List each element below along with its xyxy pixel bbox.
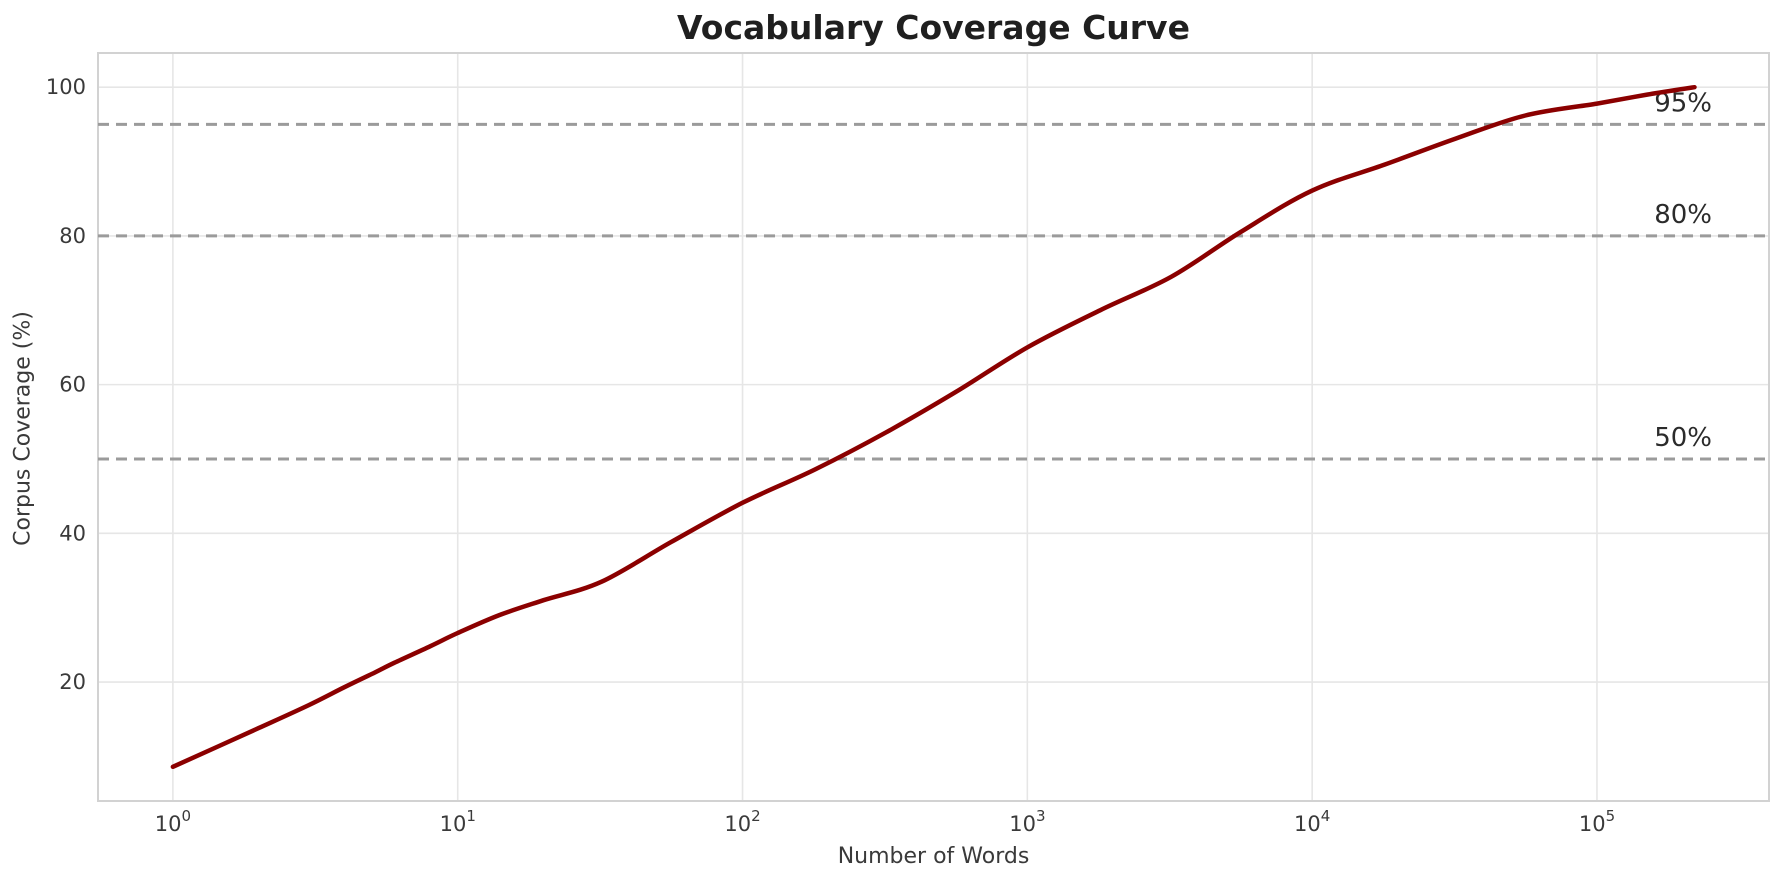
axes-background (98, 53, 1769, 801)
x-tick-label: 105 (1579, 807, 1615, 836)
x-tick-label: 100 (155, 807, 191, 836)
plot-border (97, 52, 1770, 802)
x-axis-label: Number of Words (837, 844, 1030, 869)
reference-label-50: 50% (1654, 423, 1712, 453)
y-axis-label: Corpus Coverage (%) (10, 311, 36, 546)
y-tick-label: 40 (59, 521, 86, 545)
x-tick-label: 103 (1009, 807, 1045, 836)
x-tick-label: 102 (724, 807, 760, 836)
y-tick-label: 100 (46, 75, 86, 99)
y-tick-label: 80 (59, 224, 86, 248)
y-tick-label: 20 (59, 670, 86, 694)
x-tick-label: 104 (1294, 807, 1330, 836)
chart-title: Vocabulary Coverage Curve (677, 8, 1190, 47)
x-tick-label: 101 (440, 807, 476, 836)
reference-label-80: 80% (1654, 200, 1712, 230)
y-tick-label: 60 (59, 373, 86, 397)
coverage-curve (170, 84, 1697, 770)
